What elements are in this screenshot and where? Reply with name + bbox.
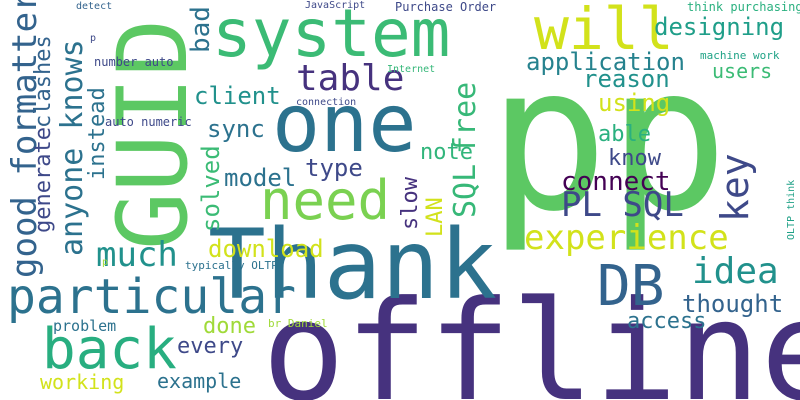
word-system: system bbox=[212, 0, 451, 72]
word-generate: generate bbox=[31, 127, 56, 233]
word-designing: designing bbox=[654, 13, 785, 41]
word-model: model bbox=[224, 164, 297, 192]
word-done: done bbox=[203, 314, 256, 339]
word-know: know bbox=[608, 146, 661, 171]
word-p-tiny: p bbox=[102, 257, 109, 268]
word-table: table bbox=[296, 58, 405, 99]
word-db: DB bbox=[597, 254, 665, 319]
word-instead: instead bbox=[85, 87, 110, 180]
word-p-large: p bbox=[608, 23, 729, 256]
word-think-purchasing: think purchasing bbox=[687, 0, 800, 14]
word-particular: particular bbox=[7, 269, 296, 325]
word-solved: solved bbox=[197, 145, 225, 232]
word-machine-work: machine work bbox=[700, 49, 780, 62]
word-one: one bbox=[272, 77, 417, 170]
word-much: much bbox=[96, 235, 178, 275]
word-working: working bbox=[40, 370, 125, 394]
word-purchase-order: Purchase Order bbox=[395, 0, 497, 14]
word-example: example bbox=[157, 369, 242, 393]
word-typically-oltp: typically OLTP bbox=[185, 259, 278, 272]
word-slow: slow bbox=[398, 177, 423, 230]
word-note: note bbox=[420, 140, 473, 165]
word-p-large: p bbox=[488, 23, 609, 256]
word-every: every bbox=[177, 334, 244, 359]
word-p-small: p bbox=[90, 33, 97, 44]
word-bad: bad bbox=[186, 6, 216, 53]
word-problem: problem bbox=[53, 317, 117, 335]
word-br-daniel: br Daniel bbox=[268, 317, 328, 330]
word-able: able bbox=[598, 122, 651, 147]
word-thought: thought bbox=[682, 290, 784, 318]
word-guid: GUID bbox=[97, 18, 209, 250]
word-connect: connect bbox=[561, 167, 671, 197]
word-access: access bbox=[627, 309, 707, 334]
word-reason: reason bbox=[583, 65, 670, 93]
word-experience: experience bbox=[524, 218, 729, 258]
word-need: need bbox=[260, 169, 391, 232]
word-type: type bbox=[305, 154, 363, 182]
word-download: download bbox=[208, 235, 324, 263]
word-application: application bbox=[526, 48, 685, 76]
word-thank: Thank bbox=[208, 209, 497, 321]
word-clashes: clashes bbox=[31, 35, 56, 128]
word-idea: idea bbox=[692, 251, 779, 292]
word-number-auto: number auto bbox=[94, 55, 174, 69]
word-client: client bbox=[194, 82, 281, 110]
word-connection: connection bbox=[296, 97, 357, 108]
word-will: will bbox=[534, 0, 674, 63]
word-javascript: JavaScript bbox=[305, 0, 366, 11]
word-auto-numeric: auto numeric bbox=[105, 115, 192, 129]
word-sync: sync bbox=[207, 115, 265, 143]
word-key: key bbox=[713, 153, 757, 222]
word-oltp-think: OLTP think bbox=[786, 179, 797, 240]
word-using: using bbox=[598, 89, 671, 117]
word-internet: Internet bbox=[387, 64, 436, 75]
word-back: back bbox=[42, 317, 177, 382]
word-pl-sql: PL SQL bbox=[561, 185, 684, 225]
word-lan: LAN bbox=[423, 197, 448, 237]
word-sql: SQL bbox=[448, 163, 483, 218]
word-users: users bbox=[712, 59, 773, 83]
word-detect: detect bbox=[76, 1, 113, 12]
word-offline: offline bbox=[262, 271, 800, 400]
word-anyone-knows: anyone knows bbox=[55, 39, 90, 256]
